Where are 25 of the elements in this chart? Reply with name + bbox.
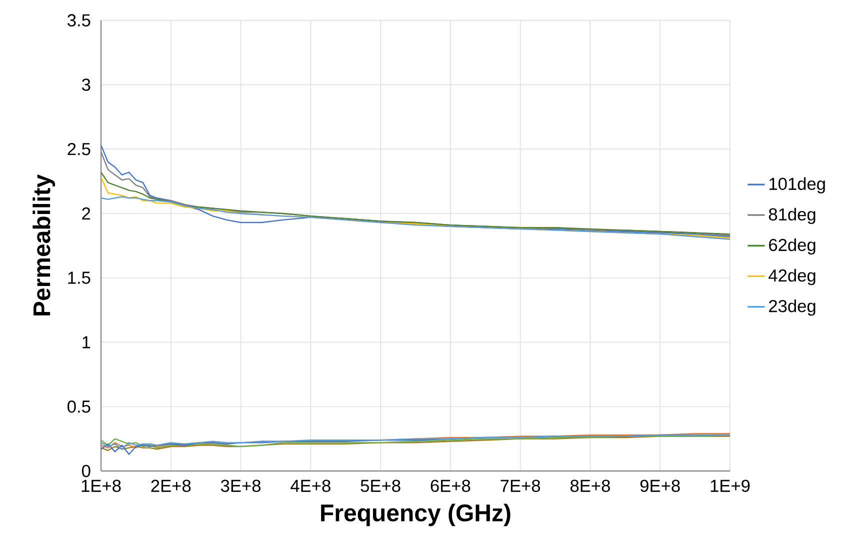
y-tick-label: 2.5 xyxy=(68,142,90,156)
x-tick-label: 7E+8 xyxy=(500,480,540,492)
y-tick-label: 1.5 xyxy=(68,272,90,284)
legend-label: 42deg xyxy=(768,268,816,286)
legend-label: 81deg xyxy=(768,208,816,224)
x-tick-label: 8E+8 xyxy=(570,480,610,492)
legend-label: 62deg xyxy=(769,238,816,255)
x-tick-label: 1E+8 xyxy=(82,480,121,492)
x-tick-label: 2E+8 xyxy=(151,480,191,492)
legend-label: 101deg xyxy=(770,177,825,194)
x-tick-label: 9E+8 xyxy=(640,480,680,492)
legend-label: 23deg xyxy=(769,299,816,316)
y-tick-label: 0.5 xyxy=(68,400,90,413)
x-tick-label: 6E+8 xyxy=(430,480,470,492)
x-tick-label: 5E+8 xyxy=(360,480,400,492)
y-tick-label: 0 xyxy=(82,464,90,478)
y-axis-title: Permeability xyxy=(32,174,56,316)
x-tick-label: 1E+9 xyxy=(710,480,750,492)
x-axis-title: Frequency (GHz) xyxy=(321,504,510,526)
y-tick-label: 3.5 xyxy=(68,14,90,26)
x-tick-label: 4E+8 xyxy=(290,480,330,492)
y-tick-label: 2 xyxy=(82,207,90,220)
x-tick-label: 3E+8 xyxy=(220,480,261,492)
y-tick-label: 3 xyxy=(82,78,90,91)
y-tick-label: 1 xyxy=(82,336,90,348)
